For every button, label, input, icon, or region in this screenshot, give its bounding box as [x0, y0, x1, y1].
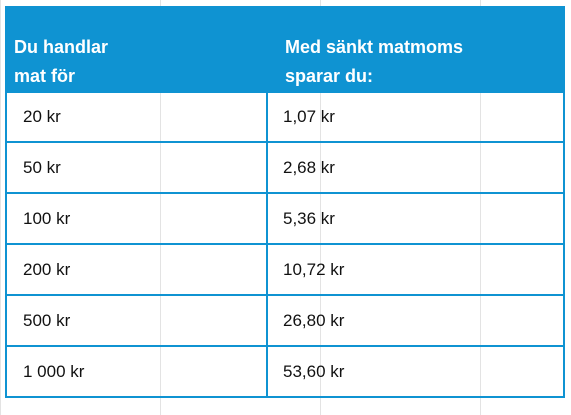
header-cell-purchase-amount[interactable]: Du handlar mat för	[5, 6, 268, 93]
cell-purchase-amount[interactable]: 20 kr	[5, 91, 268, 143]
table-header: Du handlar mat för Med sänkt matmoms spa…	[5, 6, 565, 93]
table-row: 50 kr 2,68 kr	[5, 141, 565, 194]
cell-purchase-amount[interactable]: 500 kr	[5, 294, 268, 347]
table-row: 200 kr 10,72 kr	[5, 243, 565, 296]
cell-savings[interactable]: 5,36 kr	[266, 192, 565, 245]
cell-savings[interactable]: 2,68 kr	[266, 141, 565, 194]
cell-savings[interactable]: 10,72 kr	[266, 243, 565, 296]
cell-savings[interactable]: 1,07 kr	[266, 91, 565, 143]
vat-savings-table: Du handlar mat för Med sänkt matmoms spa…	[5, 6, 565, 398]
table-row: 500 kr 26,80 kr	[5, 294, 565, 347]
cell-purchase-amount[interactable]: 1 000 kr	[5, 345, 268, 398]
header-cell-savings[interactable]: Med sänkt matmoms sparar du:	[266, 6, 565, 93]
table-row: 100 kr 5,36 kr	[5, 192, 565, 245]
table-body: 20 kr 1,07 kr 50 kr 2,68 kr 100 kr 5,36 …	[5, 91, 565, 398]
table-row: 20 kr 1,07 kr	[5, 91, 565, 143]
table-row: 1 000 kr 53,60 kr	[5, 345, 565, 398]
cell-purchase-amount[interactable]: 50 kr	[5, 141, 268, 194]
cell-purchase-amount[interactable]: 100 kr	[5, 192, 268, 245]
cell-savings[interactable]: 26,80 kr	[266, 294, 565, 347]
cell-savings[interactable]: 53,60 kr	[266, 345, 565, 398]
cell-purchase-amount[interactable]: 200 kr	[5, 243, 268, 296]
header-row: Du handlar mat för Med sänkt matmoms spa…	[5, 6, 565, 93]
